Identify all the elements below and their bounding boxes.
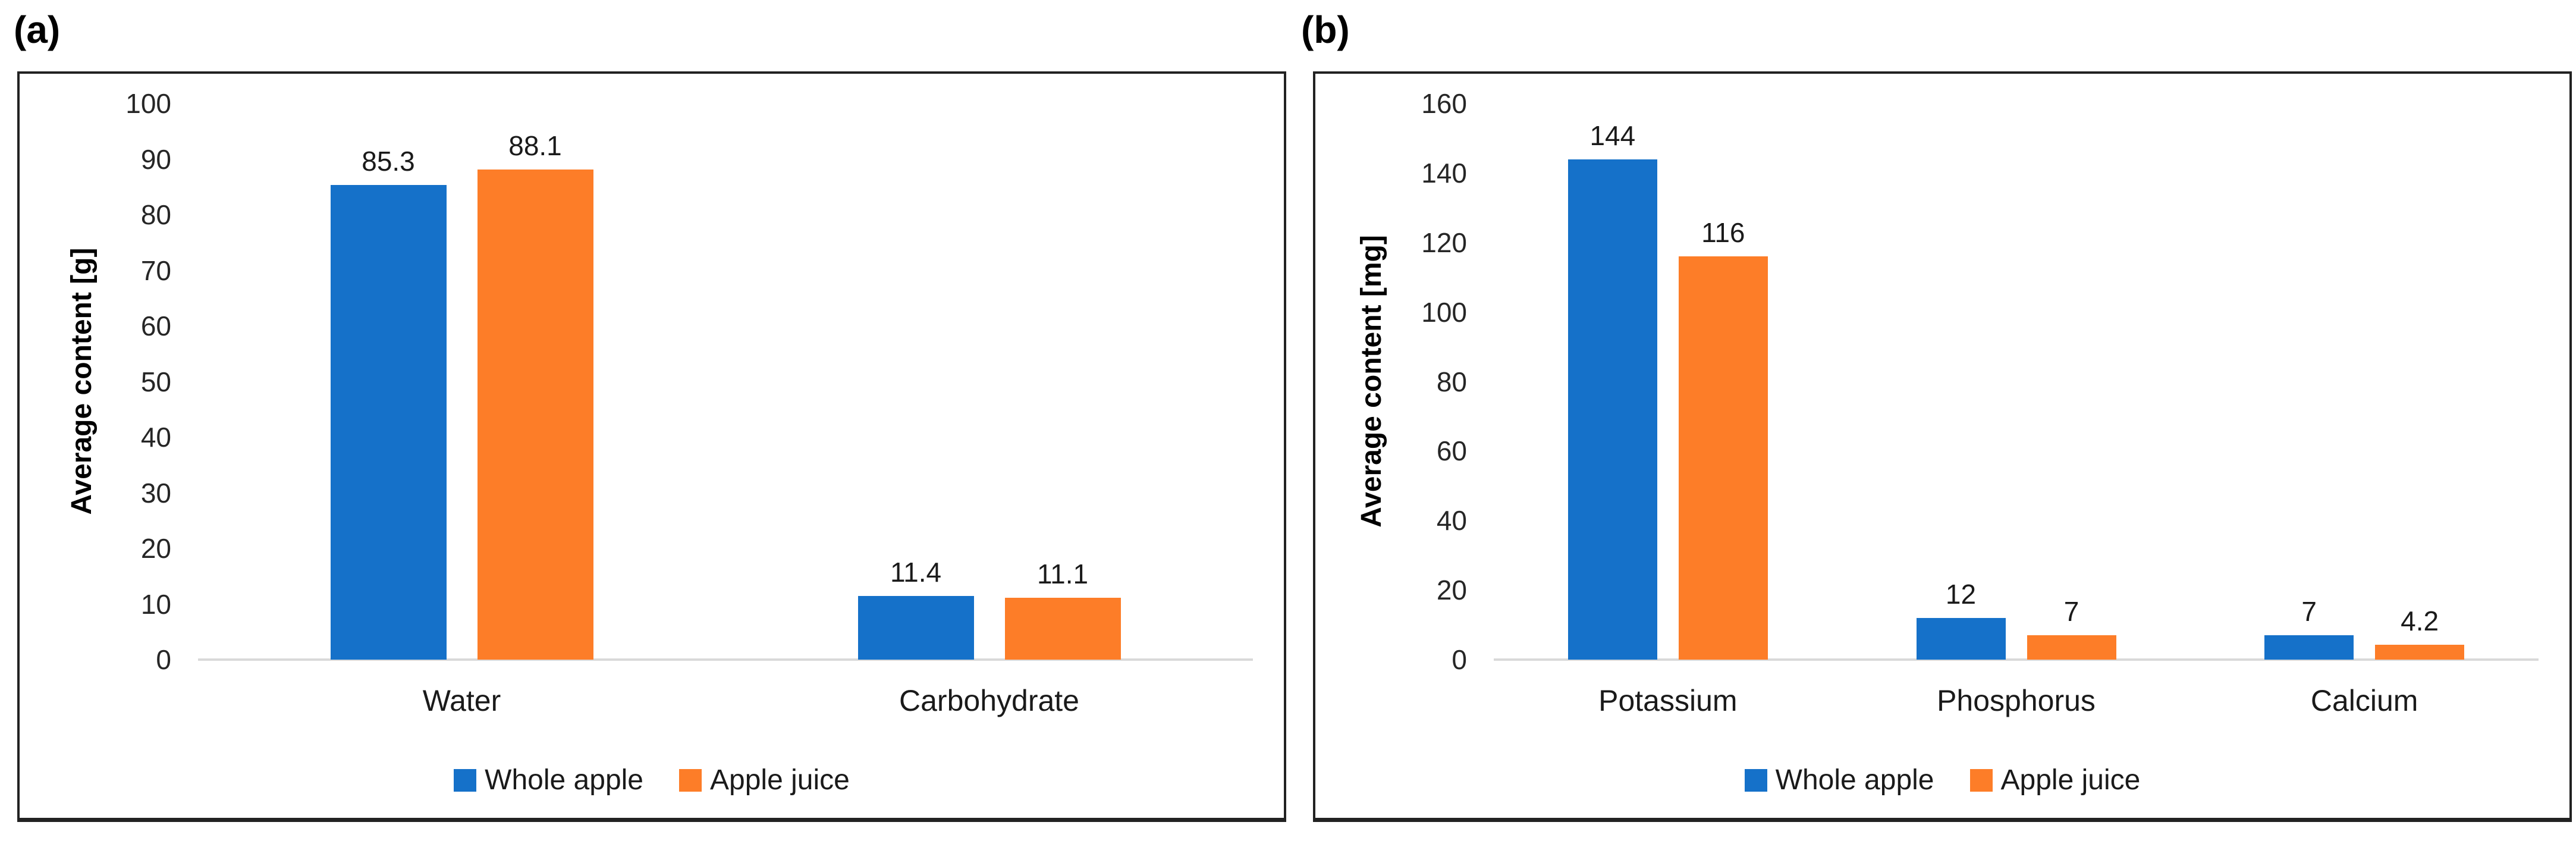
bar-value-label: 116 xyxy=(1701,217,1745,249)
y-tick-label: 90 xyxy=(140,143,171,175)
bar-value-label: 11.1 xyxy=(1036,559,1089,590)
bar-whole-apple xyxy=(2264,635,2354,660)
y-tick-label: 80 xyxy=(1436,366,1467,397)
legend-item-whole-apple: Whole apple xyxy=(454,764,643,797)
legend-label: Whole apple xyxy=(485,764,643,796)
bar-value-label: 85.3 xyxy=(362,146,415,177)
y-tick-label: 80 xyxy=(140,199,171,230)
bar-whole-apple xyxy=(1916,617,2006,660)
panel-label-a: (a) xyxy=(14,8,61,51)
bar-apple-juice xyxy=(1004,598,1121,660)
bar-value-label: 12 xyxy=(1945,578,1977,610)
y-tick-label: 0 xyxy=(1452,644,1467,675)
y-tick-label: 30 xyxy=(140,477,171,509)
category-label: Calcium xyxy=(2310,684,2418,717)
y-tick-label: 10 xyxy=(140,588,171,620)
legend-swatch xyxy=(679,769,702,792)
y-tick-label: 70 xyxy=(140,255,171,286)
y-tick-label: 160 xyxy=(1421,88,1467,119)
legend-label: Apple juice xyxy=(2000,764,2141,796)
legend-item-apple-juice: Apple juice xyxy=(1969,764,2141,797)
category-label: Phosphorus xyxy=(1937,684,2096,717)
bar-apple-juice xyxy=(1678,256,1768,660)
y-tick-label: 60 xyxy=(1436,435,1467,467)
legend-label: Apple juice xyxy=(710,764,850,796)
y-tick-label: 50 xyxy=(140,366,171,397)
y-tick-label: 60 xyxy=(140,310,171,341)
y-tick-label: 100 xyxy=(125,88,171,119)
x-axis-line xyxy=(1494,658,2539,661)
bar-value-label: 7 xyxy=(2301,596,2317,627)
legend-item-apple-juice: Apple juice xyxy=(679,764,850,797)
y-tick-label: 120 xyxy=(1421,227,1467,258)
chart-panel-a: Average content [g] 0 10 20 30 40 50 60 70 80 90 1… xyxy=(17,71,1286,822)
chart-panel-b: Average content [mg] 0 20 40 60 80 100 120 140 1… xyxy=(1313,71,2572,822)
y-tick-label: 20 xyxy=(140,533,171,564)
bar-value-label: 88.1 xyxy=(508,130,562,162)
y-tick-label: 100 xyxy=(1421,296,1467,328)
y-tick-label: 0 xyxy=(156,644,171,675)
bar-whole-apple xyxy=(1567,159,1657,660)
bar-value-label: 144 xyxy=(1589,120,1636,151)
y-tick-label: 20 xyxy=(1436,575,1467,606)
legend: Whole apple Apple juice xyxy=(20,764,1284,797)
legend: Whole apple Apple juice xyxy=(1315,764,2569,797)
bar-whole-apple xyxy=(857,596,974,660)
legend-item-whole-apple: Whole apple xyxy=(1744,764,1934,797)
legend-label: Whole apple xyxy=(1775,764,1934,796)
y-tick-label: 40 xyxy=(140,422,171,453)
bar-apple-juice xyxy=(477,170,593,660)
legend-swatch xyxy=(1744,769,1767,792)
legend-swatch xyxy=(454,769,477,792)
category-label: Carbohydrate xyxy=(899,684,1079,717)
x-axis-line xyxy=(198,658,1253,661)
bar-apple-juice xyxy=(2027,635,2116,660)
bar-value-label: 4.2 xyxy=(2401,605,2439,637)
bar-value-label: 7 xyxy=(2063,596,2079,627)
bar-value-label: 11.4 xyxy=(890,557,942,588)
bar-apple-juice xyxy=(2375,645,2465,660)
bar-whole-apple xyxy=(330,185,447,660)
category-label: Water xyxy=(422,684,501,717)
y-tick-label: 40 xyxy=(1436,505,1467,536)
panel-label-b: (b) xyxy=(1301,8,1350,51)
category-label: Potassium xyxy=(1598,684,1738,717)
legend-swatch xyxy=(1969,769,1993,792)
y-tick-label: 140 xyxy=(1421,157,1467,189)
